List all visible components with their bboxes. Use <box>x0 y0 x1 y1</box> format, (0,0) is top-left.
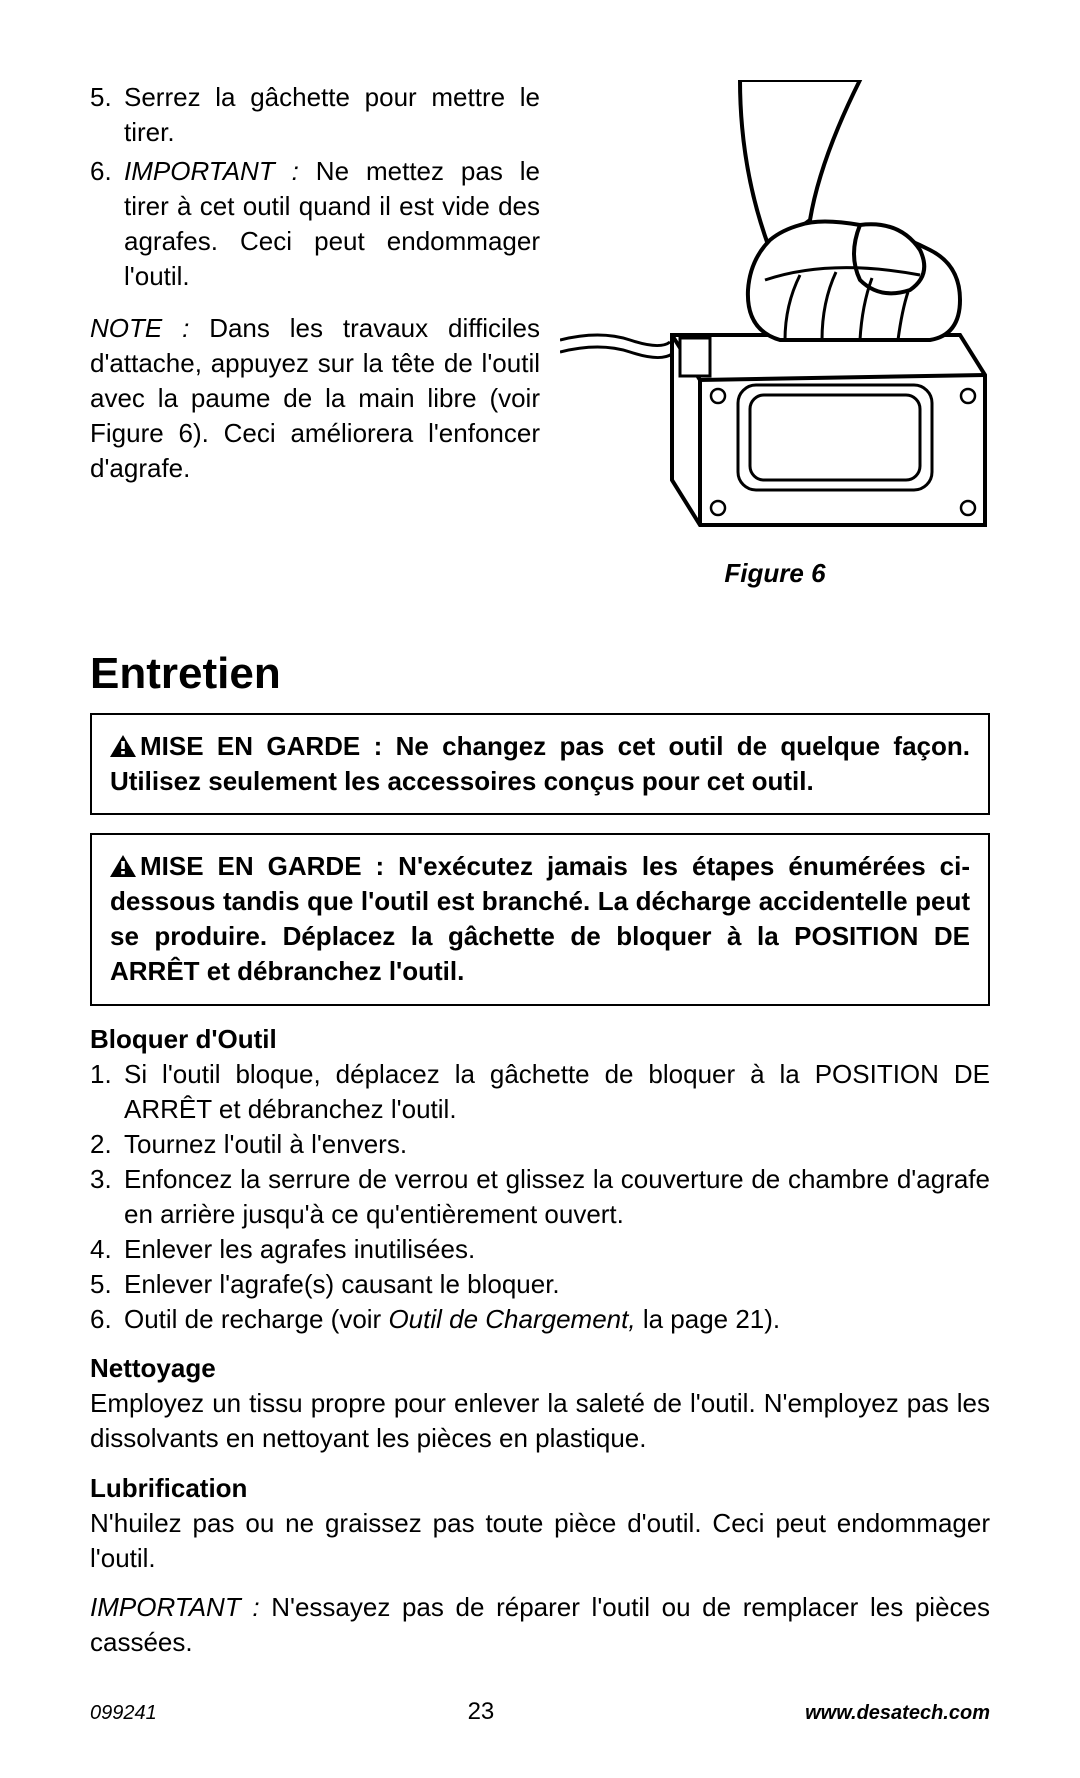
item6-pre: Outil de recharge (voir <box>124 1304 388 1334</box>
figure-caption: Figure 6 <box>560 558 990 589</box>
item6-post: la page 21). <box>636 1304 781 1334</box>
list-number: 6. <box>90 1302 124 1337</box>
list-item: 4.Enlever les agrafes inutilisées. <box>90 1232 990 1267</box>
nettoyage-text: Employez un tissu propre pour enlever la… <box>90 1386 990 1456</box>
list-item: 6. IMPORTANT : Ne mettez pas le tirer à … <box>90 154 540 294</box>
note-label: NOTE : <box>90 313 189 343</box>
section-heading-entretien: Entretien <box>90 649 990 699</box>
list-text: Outil de recharge (voir Outil de Chargem… <box>124 1302 990 1337</box>
list-text: Tournez l'outil à l'envers. <box>124 1127 990 1162</box>
item6-ital: Outil de Chargement, <box>388 1304 635 1334</box>
list-number: 1. <box>90 1057 124 1127</box>
list-item: 5.Enlever l'agrafe(s) causant le bloquer… <box>90 1267 990 1302</box>
list-text: Si l'outil bloque, déplacez la gâchette … <box>124 1057 990 1127</box>
list-text: Serrez la gâchette pour mettre le tirer. <box>124 80 540 150</box>
lubrification-text: N'huilez pas ou ne graissez pas toute pi… <box>90 1506 990 1576</box>
list-text: Enfoncez la serrure de verrou et glissez… <box>124 1162 990 1232</box>
list-number: 3. <box>90 1162 124 1232</box>
list-text: Enlever l'agrafe(s) causant le bloquer. <box>124 1267 990 1302</box>
figure: Figure 6 <box>560 80 990 589</box>
bloquer-list: 1.Si l'outil bloque, déplacez la gâchett… <box>90 1057 990 1338</box>
lubrification-important: IMPORTANT : N'essayez pas de réparer l'o… <box>90 1590 990 1660</box>
page: 5. Serrez la gâchette pour mettre le tir… <box>0 0 1080 1778</box>
subheading-lubrification: Lubrification <box>90 1473 990 1504</box>
footer-url: www.desatech.com <box>805 1702 990 1725</box>
list-number: 6. <box>90 154 124 294</box>
note-block: NOTE : Dans les travaux difficiles d'att… <box>90 311 540 486</box>
list-number: 4. <box>90 1232 124 1267</box>
warning-box-2: MISE EN GARDE : N'exécutez jamais les ét… <box>90 833 990 1005</box>
footer-page-number: 23 <box>468 1698 495 1726</box>
warning-box-1: MISE EN GARDE : Ne changez pas cet outil… <box>90 713 990 815</box>
list-item: 2.Tournez l'outil à l'envers. <box>90 1127 990 1162</box>
list-text: Enlever les agrafes inutilisées. <box>124 1232 990 1267</box>
top-section: 5. Serrez la gâchette pour mettre le tir… <box>90 80 990 589</box>
warning-icon <box>110 735 136 757</box>
list-item: 5. Serrez la gâchette pour mettre le tir… <box>90 80 540 150</box>
important-label: IMPORTANT : <box>124 156 299 186</box>
list-number: 5. <box>90 1267 124 1302</box>
footer-doc-number: 099241 <box>90 1702 157 1725</box>
list-item: 6. Outil de recharge (voir Outil de Char… <box>90 1302 990 1337</box>
subheading-nettoyage: Nettoyage <box>90 1353 990 1384</box>
warning-text: MISE EN GARDE : N'exécutez jamais les ét… <box>110 851 970 986</box>
important-label: IMPORTANT : <box>90 1592 260 1622</box>
list-text: IMPORTANT : Ne mettez pas le tirer à cet… <box>124 154 540 294</box>
warning-icon <box>110 855 136 877</box>
left-column: 5. Serrez la gâchette pour mettre le tir… <box>90 80 540 589</box>
figure-illustration <box>560 80 990 550</box>
page-footer: 099241 23 www.desatech.com <box>90 1698 990 1726</box>
warning-text: MISE EN GARDE : Ne changez pas cet outil… <box>110 731 970 796</box>
subheading-bloquer: Bloquer d'Outil <box>90 1024 990 1055</box>
list-item: 1.Si l'outil bloque, déplacez la gâchett… <box>90 1057 990 1127</box>
list-number: 2. <box>90 1127 124 1162</box>
list-number: 5. <box>90 80 124 150</box>
list-item: 3.Enfoncez la serrure de verrou et gliss… <box>90 1162 990 1232</box>
